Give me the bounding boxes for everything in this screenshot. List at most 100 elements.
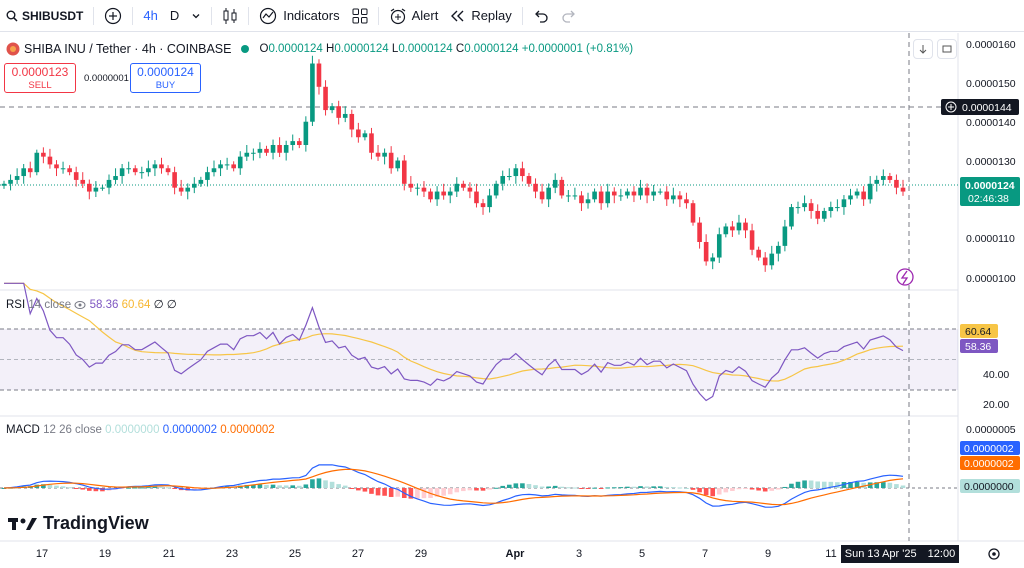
add-circle-icon — [105, 7, 122, 24]
candle-body — [421, 187, 427, 192]
gear-icon[interactable] — [988, 548, 1000, 560]
candle-body — [749, 230, 755, 250]
symbol-title[interactable]: SHIBA INU / Tether · 4h · COINBASE — [24, 42, 232, 56]
time-tick: 9 — [765, 548, 771, 560]
macd-histogram-bar — [690, 488, 696, 490]
interval-d[interactable]: D — [169, 8, 180, 23]
macd-histogram-bar — [480, 488, 486, 491]
rsi-extra: ∅ ∅ — [153, 299, 177, 311]
macd-histogram-bar — [303, 484, 309, 488]
candle-body — [854, 191, 860, 196]
candle-body — [848, 195, 853, 200]
refresh-icon — [942, 45, 952, 53]
macd-histogram-bar — [80, 488, 86, 490]
crosshair-time: 12:00 — [927, 548, 956, 560]
candle-body — [165, 168, 171, 173]
macd-box — [960, 441, 1020, 455]
alert-label: Alert — [411, 8, 439, 23]
chart-canvas[interactable]: 0.0000160 0.0000150 0.0000140 0.0000130 … — [0, 33, 1024, 568]
tradingview-logo-text: TradingView — [43, 513, 149, 533]
candle-body — [224, 164, 230, 166]
candle-body — [638, 187, 643, 196]
macd-label[interactable]: MACD — [6, 424, 40, 436]
candle-body — [8, 179, 13, 184]
macd-histogram-bar — [270, 484, 276, 488]
redo-button[interactable] — [555, 0, 583, 32]
candle-body — [506, 176, 512, 178]
macd-histogram-bar — [881, 482, 886, 488]
macd-histogram-bar — [677, 487, 683, 489]
price-tick: 0.0000160 — [966, 39, 1016, 51]
price-tick: 0.0000130 — [966, 156, 1016, 168]
macd-histogram-bar — [546, 486, 551, 488]
rsi-ma-legend-value: 60.64 — [121, 299, 151, 311]
time-tick: 23 — [226, 548, 238, 560]
macd-histogram-bar — [454, 488, 460, 493]
candle-body — [146, 168, 151, 173]
interval-dropdown[interactable] — [185, 0, 207, 32]
alert-button[interactable]: Alert — [383, 0, 445, 32]
candle-body — [493, 183, 499, 196]
lightning-icon[interactable] — [896, 268, 914, 286]
undo-button[interactable] — [527, 0, 555, 32]
replay-button[interactable]: Replay — [444, 0, 517, 32]
divider — [93, 6, 95, 25]
scroll-down-button[interactable] — [913, 39, 933, 59]
sell-price: 0.0000123 — [11, 65, 69, 79]
macd-histogram-bar — [776, 488, 781, 490]
candle-body — [487, 195, 492, 208]
open-value: 0.0000124 — [268, 43, 323, 55]
divider — [132, 6, 134, 25]
compare-button[interactable] — [98, 0, 128, 32]
candle-body — [625, 191, 630, 196]
candle-body — [480, 203, 486, 208]
interval-4h[interactable]: 4h — [143, 8, 158, 23]
visibility-icon[interactable] — [74, 300, 86, 310]
symbol-search[interactable]: SHIBUSDT — [0, 0, 89, 32]
redo-icon — [562, 10, 575, 23]
candle-body — [283, 145, 289, 153]
candle-body — [251, 152, 256, 154]
candle-body — [185, 187, 191, 192]
macd-histogram-bar — [900, 485, 906, 488]
indicators-button[interactable]: Indicators — [253, 0, 345, 32]
sell-button[interactable]: 0.0000123 SELL — [4, 63, 76, 93]
price-tick: 0.0000150 — [966, 78, 1016, 90]
macd-histogram-bar — [408, 488, 414, 499]
add-circle-icon[interactable] — [945, 101, 957, 113]
candle-body — [277, 145, 282, 153]
close-label: C — [455, 43, 465, 55]
signal-axis-value: 0.0000002 — [964, 458, 1014, 470]
buy-button[interactable]: 0.0000124 BUY — [130, 63, 201, 93]
macd-histogram-bar — [638, 486, 643, 488]
candle-body — [815, 210, 820, 219]
chart-type-button[interactable] — [216, 0, 244, 32]
candle-body — [329, 106, 335, 111]
candle-body — [835, 207, 840, 209]
indicators-icon — [260, 7, 277, 24]
candle-body — [290, 141, 296, 145]
tradingview-logo-icon — [8, 517, 37, 530]
rsi-tick: 20.00 — [983, 399, 1009, 411]
candle-body — [60, 168, 66, 170]
candle-body — [106, 179, 112, 188]
rsi-label[interactable]: RSI — [6, 299, 26, 311]
macd-histogram-bar — [671, 487, 676, 489]
macd-histogram-bar — [159, 486, 164, 488]
candle-body — [87, 183, 92, 192]
macd-histogram-bar — [566, 487, 571, 489]
auto-scale-button[interactable] — [937, 39, 957, 59]
hist-axis-value: 0.0000000 — [964, 481, 1014, 493]
high-value: 0.0000124 — [334, 43, 389, 55]
low-label: L — [391, 43, 399, 55]
macd-histogram-bar — [73, 488, 79, 489]
layouts-button[interactable] — [346, 0, 374, 32]
macd-histogram-bar — [762, 488, 768, 492]
candle-body — [1, 183, 7, 186]
candle-body — [802, 203, 807, 208]
macd-histogram-bar — [513, 483, 519, 488]
candle-body — [618, 195, 624, 197]
macd-histogram-bar — [894, 484, 899, 488]
divider — [211, 6, 213, 25]
candle-body — [539, 191, 545, 200]
